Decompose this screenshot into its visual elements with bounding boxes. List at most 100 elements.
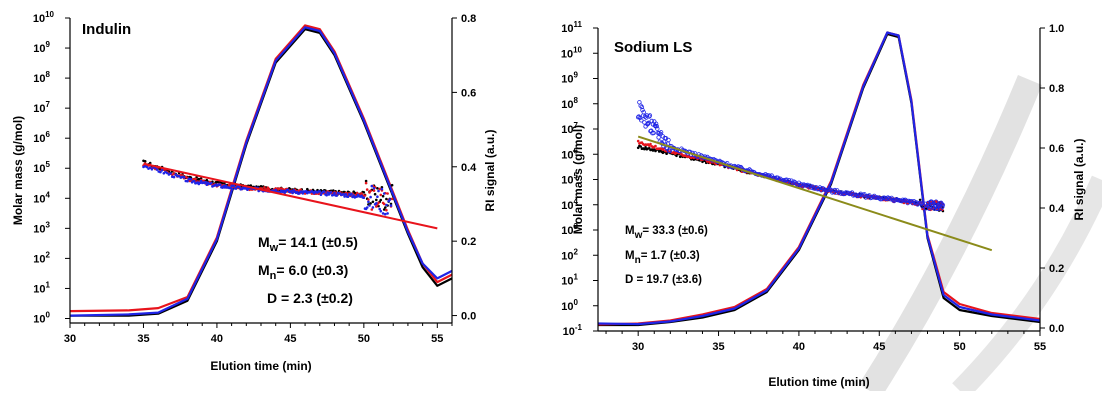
mass-point-blue: [205, 183, 209, 186]
mass-point-blue: [933, 199, 939, 204]
y-tick-label: 104: [561, 197, 578, 212]
y-tick-exponent: 2: [46, 250, 51, 259]
ri-curve-black: [70, 28, 452, 317]
mass-point-blue: [939, 201, 944, 207]
mass-point-blue: [219, 183, 222, 187]
watermark-stroke-1: [859, 75, 1043, 396]
watermark-decoration: [859, 75, 1102, 396]
mass-point-blue: [837, 190, 842, 195]
panel-title: Sodium LS: [614, 39, 692, 56]
mass-point-black: [353, 191, 357, 195]
mass-point-blue: [150, 168, 154, 171]
mass-point-blue: [186, 179, 189, 183]
y-tick-label: 107: [33, 100, 50, 115]
mass-point-blue: [646, 120, 651, 125]
fit-line: [143, 162, 438, 230]
fit-line: [637, 135, 993, 252]
mass-point-blue: [304, 189, 308, 193]
y-tick-exponent: 9: [46, 40, 51, 49]
mass-point-blue: [343, 195, 346, 198]
mass-series-black: [142, 159, 394, 211]
y2-tick-label: 0.6: [1049, 143, 1064, 155]
y-tick-label: 1010: [561, 45, 583, 60]
y-tick-base: 10: [33, 133, 45, 145]
mass-point-blue: [172, 175, 176, 179]
y-tick-base: 10: [561, 225, 573, 237]
stat-annotation: Mw= 14.1 (±0.5): [258, 234, 358, 254]
x-tick-label: 55: [1034, 341, 1046, 353]
mass-point-blue: [291, 191, 294, 195]
mass-point-blue: [832, 187, 837, 193]
mass-point-blue: [379, 209, 383, 213]
mass-point-blue: [647, 113, 653, 118]
mass-point-blue: [232, 184, 236, 188]
y2-tick-label: 0.2: [461, 236, 476, 248]
y-tick-label: 105: [561, 172, 578, 187]
mass-point-blue: [899, 198, 904, 204]
mass-point-black: [380, 186, 384, 189]
y-tick-label: 106: [561, 146, 578, 161]
y-tick-exponent: 0: [46, 310, 51, 319]
y-tick-exponent: 2: [574, 247, 579, 256]
mass-point-black: [249, 184, 253, 187]
mass-point-black: [384, 206, 387, 209]
mass-point-red: [649, 142, 652, 146]
y-tick-base: 10: [33, 223, 45, 235]
mass-point-red: [367, 198, 370, 201]
y-tick-base: 10: [33, 103, 45, 115]
mass-point-black: [373, 192, 377, 196]
y2-tick-label: 0.0: [1049, 323, 1064, 335]
y-tick-exponent: 5: [46, 160, 51, 169]
x-tick-label: 30: [632, 341, 644, 353]
mass-point-black: [382, 208, 386, 211]
stat-annotation: Mw= 33.3 (±0.6): [625, 225, 708, 241]
mass-point-blue: [145, 165, 149, 169]
mass-point-red: [390, 197, 394, 201]
mass-point-blue: [182, 176, 186, 179]
y-tick-base: 10: [561, 276, 573, 288]
mass-point-blue: [644, 113, 649, 118]
mass-point-blue: [329, 191, 333, 194]
mass-point-red: [718, 163, 722, 167]
x-tick-label: 30: [64, 333, 76, 345]
mass-point-red: [382, 202, 386, 206]
mass-point-blue: [286, 188, 290, 192]
y-tick-label: 100: [561, 298, 578, 313]
mass-point-blue: [641, 109, 646, 115]
mass-point-blue: [368, 204, 371, 207]
mass-point-blue: [367, 200, 370, 204]
x-tick-label: 35: [712, 341, 724, 353]
mass-point-blue: [380, 187, 384, 191]
y2-axis-title: RI signal (a.u.): [483, 129, 497, 211]
y-tick-exponent: 1: [574, 273, 579, 282]
mass-point-red: [363, 194, 367, 197]
mass-point-blue: [940, 202, 946, 208]
mass-point-blue: [332, 193, 335, 197]
x-tick-label: 45: [873, 341, 885, 353]
mass-point-blue: [370, 184, 374, 188]
mass-point-blue: [369, 195, 372, 199]
mass-point-black: [644, 146, 647, 149]
y2-tick-label: 0.8: [1049, 83, 1064, 95]
y2-tick-label: 0.8: [461, 13, 476, 25]
mass-point-red: [360, 192, 363, 195]
mass-point-red: [370, 208, 374, 211]
mass-point-blue: [382, 192, 386, 195]
y-tick-label: 107: [561, 121, 578, 136]
mass-point-red: [194, 177, 197, 181]
mass-point-blue: [174, 173, 177, 176]
mass-point-blue: [344, 193, 348, 196]
y2-axis-title: RI signal (a.u.): [1072, 138, 1086, 220]
y-axis-title: Molar mass (g/mol): [571, 125, 585, 234]
mass-point-blue: [372, 186, 376, 190]
mass-point-black: [375, 198, 378, 202]
mass-point-black: [675, 154, 678, 158]
mass-point-blue: [193, 180, 196, 183]
y-tick-label: 108: [561, 96, 578, 111]
stat-symbol: M: [625, 225, 635, 237]
mass-point-blue: [238, 185, 241, 189]
y-tick-base: 10: [561, 23, 573, 35]
y-tick-exponent: 7: [46, 100, 51, 109]
stat-value: = 6.0 (±0.3): [276, 262, 348, 278]
y-tick-label: 109: [561, 71, 578, 86]
